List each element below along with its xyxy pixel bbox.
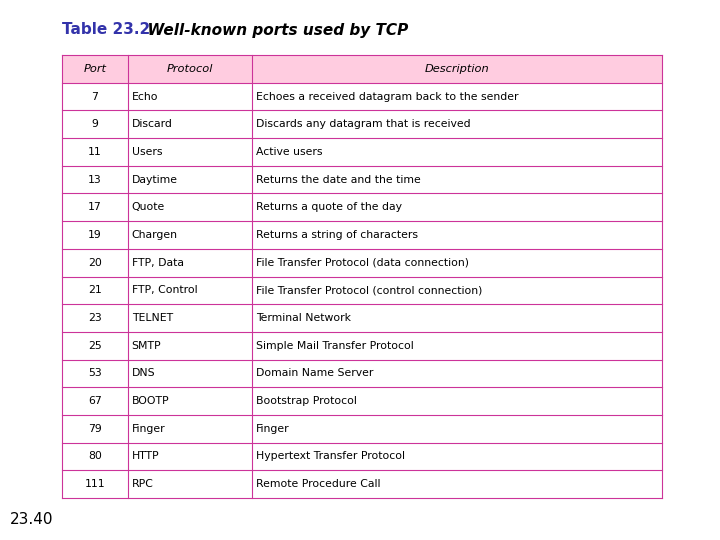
Text: Daytime: Daytime [132,174,178,185]
Text: 13: 13 [88,174,102,185]
Text: Quote: Quote [132,202,165,212]
Text: Simple Mail Transfer Protocol: Simple Mail Transfer Protocol [256,341,413,350]
Text: 25: 25 [88,341,102,350]
Text: 23.40: 23.40 [10,512,53,528]
Text: Returns a string of characters: Returns a string of characters [256,230,418,240]
Text: 79: 79 [88,424,102,434]
Text: 53: 53 [88,368,102,379]
Text: Bootstrap Protocol: Bootstrap Protocol [256,396,356,406]
Text: Port: Port [84,64,107,74]
Bar [62,415,662,443]
Text: 11: 11 [88,147,102,157]
Text: Chargen: Chargen [132,230,178,240]
Bar [62,55,662,83]
Text: Finger: Finger [132,424,165,434]
Text: Active users: Active users [256,147,322,157]
Text: 19: 19 [88,230,102,240]
Text: TELNET: TELNET [132,313,173,323]
Text: Echo: Echo [132,92,158,102]
Text: Returns a quote of the day: Returns a quote of the day [256,202,402,212]
Text: Description: Description [424,64,489,74]
Bar [62,138,662,166]
Text: SMTP: SMTP [132,341,161,350]
Text: Remote Procedure Call: Remote Procedure Call [256,479,380,489]
Bar [62,276,662,304]
Text: BOOTP: BOOTP [132,396,169,406]
Text: Discard: Discard [132,119,173,129]
Bar [62,166,662,193]
Bar [62,470,662,498]
Text: FTP, Control: FTP, Control [132,285,197,295]
Text: 9: 9 [91,119,98,129]
Bar [62,332,662,360]
Text: Hypertext Transfer Protocol: Hypertext Transfer Protocol [256,451,405,462]
Text: 23: 23 [88,313,102,323]
Bar [62,249,662,276]
Text: DNS: DNS [132,368,156,379]
Text: Protocol: Protocol [166,64,213,74]
Text: Well-known ports used by TCP: Well-known ports used by TCP [137,23,408,37]
Text: 7: 7 [91,92,98,102]
Text: Returns the date and the time: Returns the date and the time [256,174,420,185]
Bar [62,360,662,387]
Bar [62,304,662,332]
Bar [62,83,662,110]
Bar [62,193,662,221]
Bar [62,443,662,470]
Bar [62,387,662,415]
Text: Finger: Finger [256,424,289,434]
Text: 17: 17 [88,202,102,212]
Text: 111: 111 [84,479,105,489]
Text: Discards any datagram that is received: Discards any datagram that is received [256,119,470,129]
Bar [62,221,662,249]
Bar [62,110,662,138]
Text: File Transfer Protocol (control connection): File Transfer Protocol (control connecti… [256,285,482,295]
Text: FTP, Data: FTP, Data [132,258,184,268]
Text: File Transfer Protocol (data connection): File Transfer Protocol (data connection) [256,258,469,268]
Text: Users: Users [132,147,162,157]
Text: Domain Name Server: Domain Name Server [256,368,373,379]
Text: RPC: RPC [132,479,153,489]
Text: Terminal Network: Terminal Network [256,313,351,323]
Text: HTTP: HTTP [132,451,159,462]
Text: 67: 67 [88,396,102,406]
Text: 21: 21 [88,285,102,295]
Text: 20: 20 [88,258,102,268]
Text: Echoes a received datagram back to the sender: Echoes a received datagram back to the s… [256,92,518,102]
Text: Table 23.2: Table 23.2 [62,23,150,37]
Text: 80: 80 [88,451,102,462]
